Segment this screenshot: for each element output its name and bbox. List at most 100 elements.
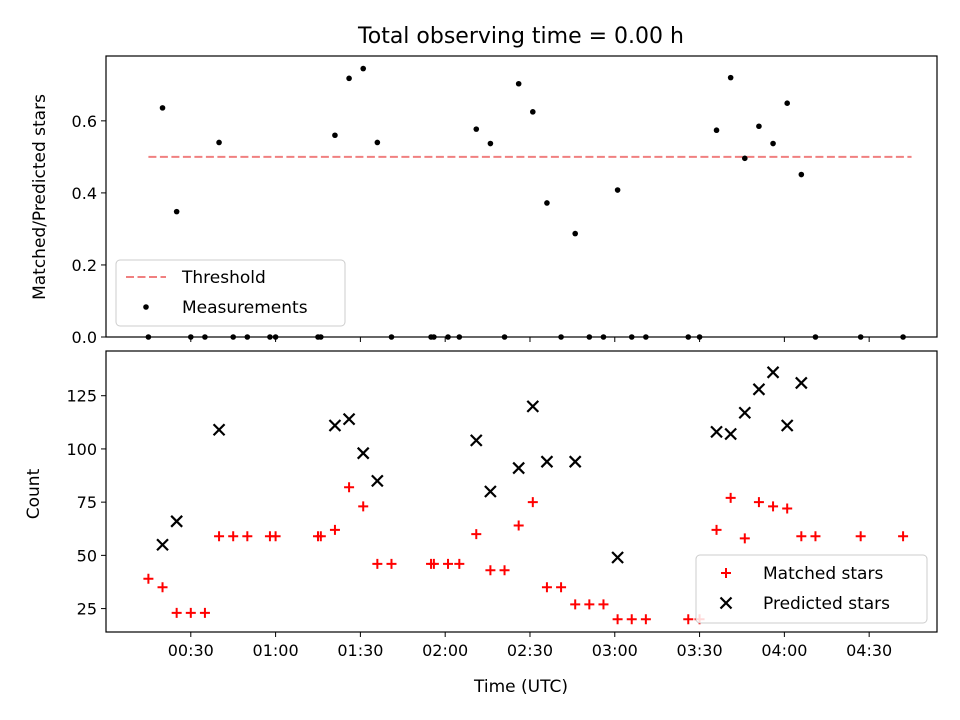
legend-matched-label: Matched stars: [763, 564, 883, 584]
top-y-tick-label: 0.0: [72, 328, 97, 347]
bottom-y-tick-label: 125: [66, 387, 97, 406]
predicted-star-point: [710, 425, 723, 439]
matched-star-point: [855, 531, 866, 542]
measurement-point: [530, 109, 536, 115]
measurement-point: [614, 187, 621, 193]
predicted-star-point: [212, 423, 226, 437]
matched-star-point: [157, 582, 168, 593]
matched-star-point: [185, 607, 196, 618]
predicted-star-point: [540, 455, 554, 468]
matched-star-point: [386, 558, 397, 569]
top-y-axis-label: Matched/Predicted stars: [30, 94, 50, 300]
measurement-point: [216, 139, 222, 146]
predicted-star-point: [328, 419, 342, 432]
legend-measurements-label: Measurements: [182, 298, 308, 318]
bottom-y-tick-label: 25: [77, 600, 97, 619]
matched-star-point: [329, 524, 340, 535]
bottom-frame: [105, 350, 938, 633]
predicted-star-point: [170, 515, 183, 528]
matched-star-point: [570, 599, 581, 610]
matched-star-point: [782, 503, 793, 514]
measurement-point: [857, 334, 864, 340]
measurement-point: [501, 334, 508, 340]
measurement-point: [643, 334, 649, 340]
measurement-point: [187, 334, 194, 340]
predicted-star-point: [611, 551, 624, 564]
top-legend-box: [115, 259, 346, 327]
matched-star-point: [598, 599, 609, 610]
matched-star-point: [428, 558, 439, 569]
measurement-point: [267, 334, 273, 340]
measurement-point: [696, 334, 703, 340]
predicted-star-point: [371, 474, 384, 488]
top-frame: [105, 55, 938, 338]
matched-star-point: [640, 614, 651, 625]
matched-star-point: [270, 531, 281, 542]
matched-star-point: [711, 524, 722, 535]
matched-star-point: [527, 497, 538, 508]
predicted-star-point: [795, 376, 808, 390]
measurement-point: [784, 100, 790, 106]
top-panel: 0.0 0.2 0.4 0.6 Threshold Measurements: [72, 55, 938, 347]
measurement-point: [332, 132, 338, 139]
matched-star-point: [768, 501, 779, 512]
predicted-star-point: [780, 419, 794, 432]
top-legend: Threshold Measurements: [115, 259, 346, 327]
measurement-point: [812, 334, 819, 340]
matched-star-point: [753, 497, 764, 508]
matched-star-point: [214, 531, 225, 542]
x-tick-label: 01:30: [337, 641, 383, 660]
matched-star-point: [471, 529, 482, 540]
matched-star-point: [612, 614, 623, 625]
matched-star-point: [796, 531, 807, 542]
predicted-star-point: [738, 406, 752, 420]
matched-star-point: [315, 531, 326, 542]
predicted-star-point: [356, 446, 370, 460]
bottom-y-tick-label: 75: [77, 493, 97, 512]
matched-star-point: [344, 482, 355, 493]
measurement-point: [431, 334, 437, 340]
top-y-tick-label: 0.6: [72, 112, 97, 131]
legend-matched-swatch: [721, 568, 731, 578]
matched-star-point: [199, 607, 210, 618]
measurement-point: [756, 123, 762, 130]
measurement-point: [202, 334, 208, 340]
measurement-point: [487, 140, 494, 147]
predicted-star-point: [156, 538, 169, 551]
matched-star-point: [372, 558, 383, 569]
matched-star-point: [143, 573, 154, 584]
measurement-point: [230, 334, 236, 340]
measurement-point: [456, 334, 463, 340]
matched-star-point: [499, 565, 510, 576]
predicted-star-point: [568, 455, 582, 468]
matched-star-point: [683, 614, 694, 625]
matched-star-point: [171, 607, 182, 618]
measurement-point: [360, 65, 367, 72]
matched-star-point: [485, 565, 496, 576]
measurement-point: [515, 80, 522, 87]
measurement-point: [388, 334, 395, 340]
measurement-point: [145, 334, 152, 340]
legend-predicted-label: Predicted stars: [763, 594, 890, 614]
measurement-point: [770, 140, 776, 147]
measurement-point: [572, 230, 579, 237]
x-tick-label: 03:00: [592, 641, 638, 660]
bottom-legend-box: [695, 554, 928, 624]
predicted-star-point: [766, 366, 780, 379]
predicted-star-point: [752, 383, 766, 396]
measurement-point: [798, 171, 805, 178]
chart-title: Total observing time = 0.00 h: [357, 24, 684, 49]
matched-star-point: [739, 533, 750, 544]
top-y-tick-label: 0.2: [72, 256, 97, 275]
bottom-panel: 25 50 75 100 125 00:30 01:00 01:30 02:00 02:30 03:…: [66, 350, 938, 660]
predicted-star-point: [469, 434, 483, 447]
measurement-point: [741, 155, 748, 162]
bottom-y-axis-label: Count: [24, 468, 44, 519]
bottom-y-tick-label: 100: [66, 440, 97, 459]
matched-star-point: [556, 582, 567, 593]
matched-star-point: [541, 582, 552, 593]
matched-star-point: [358, 501, 369, 512]
x-tick-label: 04:00: [761, 641, 807, 660]
matched-star-point: [810, 531, 821, 542]
